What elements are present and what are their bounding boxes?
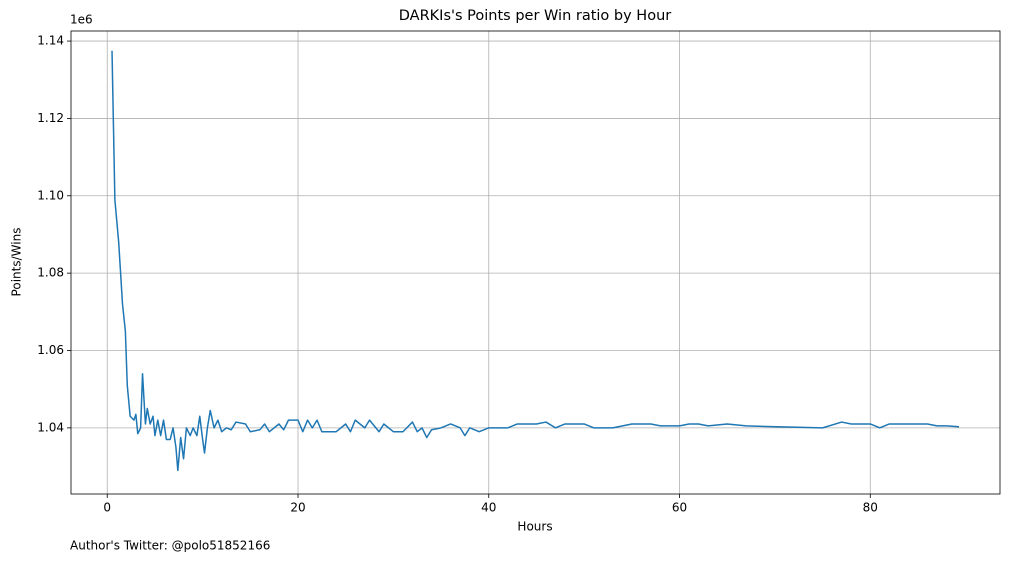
footnote: Author's Twitter: @polo51852166 bbox=[70, 539, 270, 553]
y-tick-label: 1.10 bbox=[37, 188, 64, 202]
x-tick-label: 80 bbox=[863, 501, 878, 515]
y-tick-label: 1.04 bbox=[37, 420, 64, 434]
y-tick-label: 1.08 bbox=[37, 266, 64, 280]
y-offset-label: 1e6 bbox=[70, 13, 93, 27]
y-tick-label: 1.14 bbox=[37, 34, 64, 48]
x-axis-label: Hours bbox=[517, 520, 552, 534]
y-tick-label: 1.06 bbox=[37, 343, 64, 357]
x-tick-label: 0 bbox=[103, 501, 111, 515]
data-line bbox=[111, 50, 960, 472]
x-tick-label: 60 bbox=[672, 501, 687, 515]
x-tick-label: 40 bbox=[481, 501, 496, 515]
x-tick-label: 20 bbox=[290, 501, 305, 515]
chart-title: DARKIs's Points per Win ratio by Hour bbox=[399, 8, 672, 24]
y-tick-label: 1.12 bbox=[37, 111, 64, 125]
y-axis-label: Points/Wins bbox=[10, 228, 24, 297]
plot-frame bbox=[70, 30, 1001, 495]
